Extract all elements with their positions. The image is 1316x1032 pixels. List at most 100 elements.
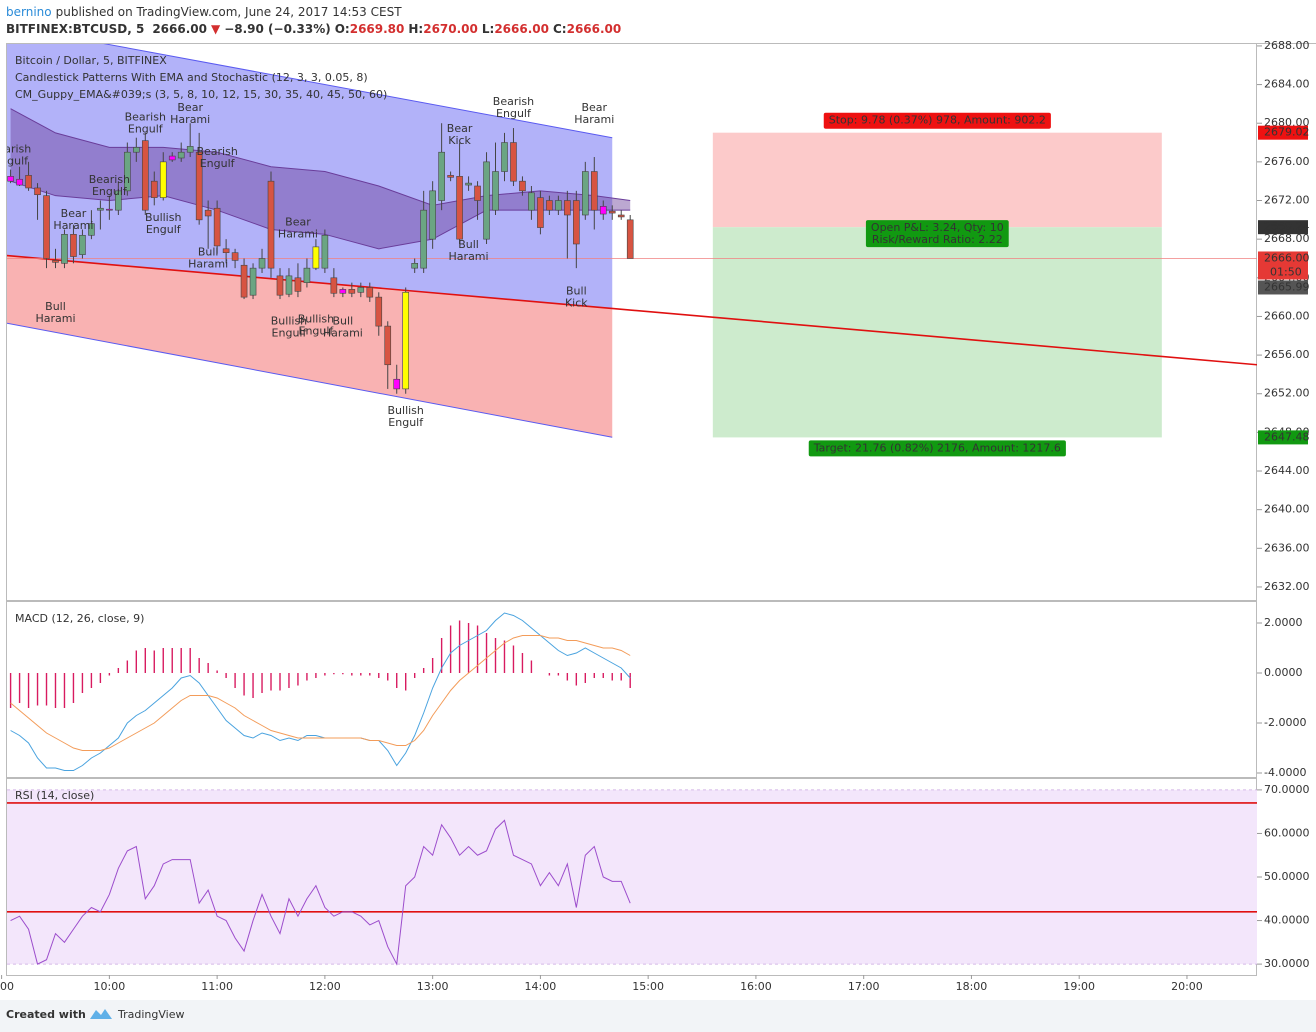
candle-body	[537, 197, 544, 228]
pattern-label: Engulf	[272, 326, 308, 339]
candle-body	[510, 142, 517, 182]
target-label: Target: 21.76 (0.82%) 2176, Amount: 1217…	[813, 441, 1061, 454]
pattern-label: Kick	[448, 134, 471, 147]
pattern-label: Bull	[333, 314, 354, 327]
macd-title: MACD (12, 26, close, 9)	[15, 612, 144, 625]
candle-body	[456, 176, 463, 240]
price-label-box	[1258, 430, 1308, 445]
regression-line	[7, 254, 1257, 366]
y-tick-label: 2644.00	[1264, 464, 1310, 477]
candle-body	[204, 209, 212, 217]
y-tick-label: 40.0000	[1264, 914, 1310, 927]
footer: Created with TradingView	[6, 1008, 184, 1021]
macd-plot	[9, 612, 631, 771]
symbol: BITFINEX:BTCUSD, 5	[6, 22, 144, 36]
x-tick-label: 16:00	[740, 980, 772, 993]
rsi-line	[10, 819, 631, 966]
price-label: 2679.02	[1264, 126, 1310, 139]
candle-body	[267, 180, 275, 269]
author[interactable]: bernino	[6, 5, 52, 19]
ohlc-value: 2669.80	[350, 22, 405, 36]
pattern-label: Bear	[177, 101, 203, 114]
pattern-label: Harami	[574, 113, 614, 126]
candle-body	[195, 151, 203, 221]
candle-body	[168, 155, 176, 161]
candle-body	[186, 146, 194, 153]
pattern-label: Harami	[53, 219, 93, 232]
y-tick-label: -2.0000	[1264, 716, 1306, 729]
candle-body	[393, 378, 401, 390]
change: −8.90 (−0.33%)	[224, 22, 331, 36]
target-zone	[712, 227, 1162, 438]
candle-body	[420, 209, 427, 269]
candle-body	[366, 287, 374, 298]
channel-upper	[103, 44, 613, 139]
pattern-label: Bull	[45, 300, 66, 313]
candle-body	[222, 248, 230, 253]
candle-body	[159, 161, 167, 198]
pattern-label: Engulf	[92, 185, 128, 198]
stop-label-box	[823, 112, 1051, 129]
y-tick-label: 2684.00	[1264, 78, 1310, 91]
pattern-label: Bullish	[271, 314, 307, 327]
pnl-label: Risk/Reward Ratio: 2.22	[872, 233, 1003, 246]
candle-body	[564, 200, 571, 216]
guppy-ribbon	[10, 108, 631, 249]
x-tick-label: 10:00	[94, 980, 126, 993]
candle-body	[312, 246, 320, 269]
rsi-plot	[7, 789, 1257, 966]
ohlc-label: O:	[335, 22, 350, 36]
channel-lower	[7, 322, 613, 438]
pattern-label: Bearish	[89, 173, 130, 186]
stop-label: Stop: 9.78 (0.37%) 978, Amount: 902.2	[829, 114, 1046, 127]
candle-body	[348, 289, 356, 294]
candle-body	[258, 258, 266, 269]
candle-body	[150, 180, 158, 198]
axes: 2632.002636.002640.002644.002648.002652.…	[0, 39, 1310, 993]
macd-line	[10, 612, 631, 771]
x-tick-label: 20:00	[1171, 980, 1203, 993]
candle-body	[285, 275, 293, 295]
footer-brand[interactable]: TradingView	[117, 1008, 184, 1021]
candle-body	[339, 289, 347, 294]
candle-body	[582, 171, 589, 216]
candle-body	[483, 161, 490, 240]
pattern-label: Engulf	[299, 324, 335, 337]
candle-body	[231, 252, 239, 261]
candle-body	[141, 140, 149, 211]
candle-body	[52, 260, 59, 263]
price-label-box	[1258, 280, 1308, 295]
candle-body	[357, 287, 365, 293]
candle-body	[599, 206, 607, 215]
y-tick-label: 2636.00	[1264, 541, 1310, 554]
candle-body	[240, 264, 248, 298]
indicator-label: CM_Guppy_EMA&#039;s (3, 5, 8, 10, 12, 15…	[15, 88, 387, 101]
macd-pane	[6, 601, 1257, 778]
candle-body	[617, 214, 625, 218]
y-tick-label: 60.0000	[1264, 826, 1310, 839]
pattern-label: Harami	[449, 250, 489, 263]
candle-body	[213, 207, 221, 247]
y-tick-label: 70.0000	[1264, 783, 1310, 796]
pattern-label: Bear	[61, 207, 87, 220]
x-tick-label: 13:00	[417, 980, 449, 993]
ohlc-value: 2666.00	[494, 22, 549, 36]
candle-body	[411, 263, 418, 269]
candle-body	[429, 190, 436, 240]
channel-lower-fill	[7, 255, 613, 438]
target-label-box	[808, 440, 1066, 457]
ohlc-label: H:	[408, 22, 423, 36]
price-label: 2666.00	[1264, 251, 1310, 264]
price-label-box	[1258, 251, 1308, 280]
candle-body	[25, 175, 32, 189]
y-tick-label: 2688.00	[1264, 39, 1310, 52]
candle-body	[608, 210, 616, 214]
y-tick-label: 30.0000	[1264, 957, 1310, 970]
candle-body	[34, 187, 41, 196]
y-tick-label: 2652.00	[1264, 387, 1310, 400]
candle-body	[124, 151, 131, 192]
candle-body	[546, 200, 553, 211]
published: published on TradingView.com, June 24, 2…	[56, 5, 403, 19]
y-tick-label: 2656.00	[1264, 348, 1310, 361]
